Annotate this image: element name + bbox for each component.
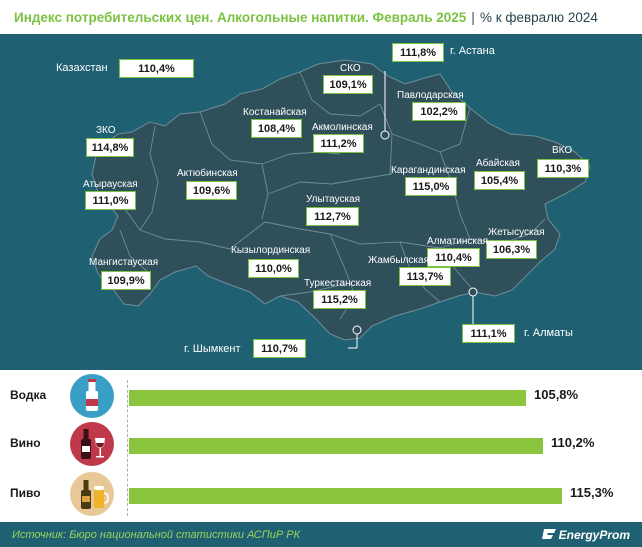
chart-header: Индекс потребительских цен. Алкогольные … bbox=[0, 0, 642, 34]
map-shape bbox=[91, 59, 591, 349]
vodka-bottle-icon bbox=[70, 374, 114, 418]
value-akmola: 111,2% bbox=[313, 134, 364, 153]
label-akmola: Акмолинская bbox=[312, 122, 373, 133]
value-abai: 105,4% bbox=[474, 171, 525, 190]
footer: Источник: Бюро национальной статистики А… bbox=[0, 522, 642, 547]
kazakhstan-outline bbox=[91, 59, 591, 341]
label-astana: г. Астана bbox=[450, 45, 495, 57]
label-shymkent: г. Шымкент bbox=[184, 343, 241, 355]
label-kyzylorda: Кызылординская bbox=[231, 245, 311, 256]
value-almaty-region: 110,4% bbox=[427, 248, 480, 267]
label-turkestan: Туркестанская bbox=[304, 278, 372, 289]
product-name: Пиво bbox=[10, 486, 41, 500]
value-sko: 109,1% bbox=[323, 75, 373, 94]
value-vodka: 105,8% bbox=[534, 387, 579, 402]
value-wine: 110,2% bbox=[551, 435, 595, 450]
value-almaty: 111,1% bbox=[462, 324, 515, 343]
bar-beer bbox=[129, 488, 562, 504]
label-aktobe: Актюбинская bbox=[177, 168, 238, 179]
value-mangistau: 109,9% bbox=[101, 271, 151, 290]
bar-row-vodka: Водка 105,8% bbox=[0, 374, 642, 418]
value-shymkent: 110,7% bbox=[253, 339, 306, 358]
label-ulytau: Улытауская bbox=[306, 194, 361, 205]
label-abai: Абайская bbox=[476, 158, 520, 169]
label-karaganda: Карагандинская bbox=[391, 165, 466, 176]
label-almaty-region: Алматинская bbox=[427, 236, 488, 247]
label-atyrau: Атырауская bbox=[83, 179, 138, 190]
value-kostanay: 108,4% bbox=[251, 119, 302, 138]
title-separator: | bbox=[471, 9, 475, 25]
brand-logo: EnergyProm bbox=[541, 527, 630, 542]
label-pavlodar: Павлодарская bbox=[397, 90, 464, 101]
beer-bottle-glass-icon bbox=[70, 472, 114, 516]
value-pavlodar: 102,2% bbox=[412, 102, 466, 121]
brand-name: EnergyProm bbox=[558, 527, 630, 542]
bars-baseline bbox=[127, 380, 128, 516]
value-turkestan: 115,2% bbox=[313, 290, 366, 309]
leader-lines bbox=[348, 71, 478, 349]
label-almaty: г. Алматы bbox=[524, 327, 573, 339]
product-name: Водка bbox=[10, 388, 47, 402]
bar-row-wine: Вино 110,2% bbox=[0, 422, 642, 466]
value-kyzylorda: 110,0% bbox=[248, 259, 299, 278]
chart-subtitle: % к февралю 2024 bbox=[479, 9, 598, 25]
value-zhambyl: 113,7% bbox=[399, 267, 451, 286]
value-ulytau: 112,7% bbox=[306, 207, 359, 226]
value-zko: 114,8% bbox=[86, 138, 134, 157]
bar-vodka bbox=[129, 390, 526, 406]
wine-bottle-glass-icon bbox=[70, 422, 114, 466]
source-text: Источник: Бюро национальной статистики А… bbox=[12, 528, 301, 541]
kazakhstan-map: Казахстан 110,4% 111,8% г. Астана СКО 10… bbox=[0, 34, 642, 370]
chart-title: Индекс потребительских цен. Алкогольные … bbox=[14, 9, 467, 25]
value-karaganda: 115,0% bbox=[405, 177, 457, 196]
label-zko: ЗКО bbox=[96, 125, 116, 136]
label-zhetysu: Жетысуская bbox=[488, 227, 545, 238]
country-name: Казахстан bbox=[56, 62, 108, 74]
value-astana: 111,8% bbox=[392, 43, 444, 62]
country-value: 110,4% bbox=[119, 59, 194, 78]
label-kostanay: Костанайская bbox=[243, 107, 307, 118]
label-vko: ВКО bbox=[552, 145, 573, 156]
label-sko: СКО bbox=[340, 63, 361, 74]
label-mangistau: Мангистауская bbox=[89, 257, 159, 268]
bar-row-beer: Пиво 115,3% bbox=[0, 472, 642, 516]
energyprom-logo-icon bbox=[541, 528, 556, 539]
value-vko: 110,3% bbox=[537, 159, 589, 178]
bar-wine bbox=[129, 438, 543, 454]
value-beer: 115,3% bbox=[570, 485, 614, 500]
product-name: Вино bbox=[10, 436, 41, 450]
value-aktobe: 109,6% bbox=[186, 181, 237, 200]
value-atyrau: 111,0% bbox=[85, 191, 136, 210]
product-bars: Водка 105,8% Вино 110, bbox=[0, 370, 642, 522]
label-zhambyl: Жамбылская bbox=[368, 255, 429, 266]
value-zhetysu: 106,3% bbox=[486, 240, 537, 259]
